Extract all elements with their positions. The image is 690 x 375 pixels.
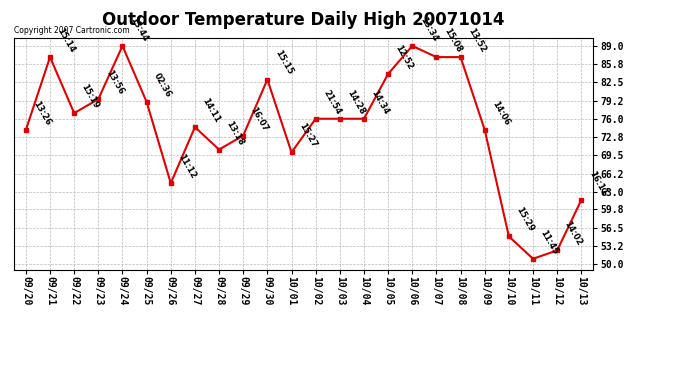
Text: 16:11: 16:11 <box>587 170 608 197</box>
Text: 14:34: 14:34 <box>370 88 391 116</box>
Text: Outdoor Temperature Daily High 20071014: Outdoor Temperature Daily High 20071014 <box>102 11 505 29</box>
Text: 15:08: 15:08 <box>442 27 463 54</box>
Text: 14:11: 14:11 <box>201 97 221 124</box>
Text: 14:02: 14:02 <box>563 220 584 248</box>
Text: 14:28: 14:28 <box>346 88 366 116</box>
Text: 13:34: 13:34 <box>418 16 439 43</box>
Text: 15:27: 15:27 <box>297 122 318 150</box>
Text: 13:44: 13:44 <box>128 15 149 43</box>
Text: Copyright 2007 Cartronic.com: Copyright 2007 Cartronic.com <box>14 26 130 35</box>
Text: 15:14: 15:14 <box>56 27 77 54</box>
Text: 13:26: 13:26 <box>32 99 52 127</box>
Text: 21:54: 21:54 <box>322 88 342 116</box>
Text: 11:45: 11:45 <box>539 228 560 256</box>
Text: 13:56: 13:56 <box>104 69 125 96</box>
Text: 12:52: 12:52 <box>394 44 415 71</box>
Text: 14:06: 14:06 <box>491 99 511 127</box>
Text: 13:18: 13:18 <box>225 119 246 147</box>
Text: 02:36: 02:36 <box>152 72 173 99</box>
Text: 16:07: 16:07 <box>249 105 270 133</box>
Text: 11:12: 11:12 <box>177 153 197 180</box>
Text: 15:15: 15:15 <box>273 49 294 77</box>
Text: 15:19: 15:19 <box>80 83 101 110</box>
Text: 13:52: 13:52 <box>466 27 487 54</box>
Text: 15:29: 15:29 <box>515 206 535 234</box>
